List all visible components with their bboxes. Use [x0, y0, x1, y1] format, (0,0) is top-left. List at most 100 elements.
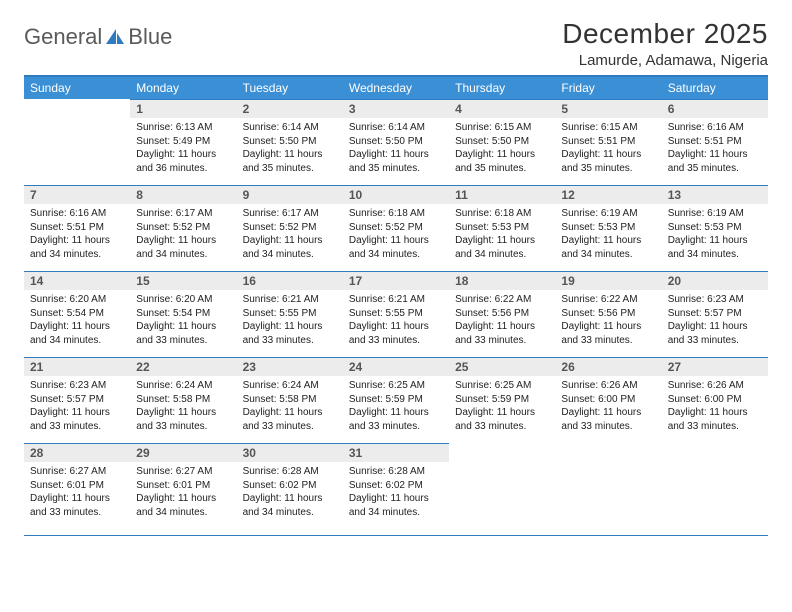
sunset-text: Sunset: 5:55 PM — [349, 307, 443, 321]
sunset-text: Sunset: 5:51 PM — [668, 135, 762, 149]
sunrise-text: Sunrise: 6:25 AM — [349, 379, 443, 393]
sunrise-text: Sunrise: 6:25 AM — [455, 379, 549, 393]
sunrise-text: Sunrise: 6:13 AM — [136, 121, 230, 135]
sunrise-text: Sunrise: 6:22 AM — [455, 293, 549, 307]
day-details: Sunrise: 6:23 AMSunset: 5:57 PMDaylight:… — [662, 290, 768, 351]
day-details: Sunrise: 6:18 AMSunset: 5:53 PMDaylight:… — [449, 204, 555, 265]
day-details: Sunrise: 6:17 AMSunset: 5:52 PMDaylight:… — [130, 204, 236, 265]
sunset-text: Sunset: 6:00 PM — [561, 393, 655, 407]
daylight-text: Daylight: 11 hours — [561, 148, 655, 162]
day-number: 5 — [555, 99, 661, 118]
calendar-cell: 4Sunrise: 6:15 AMSunset: 5:50 PMDaylight… — [449, 99, 555, 185]
day-number: 19 — [555, 271, 661, 290]
sunrise-text: Sunrise: 6:26 AM — [668, 379, 762, 393]
daylight-text: and 33 minutes. — [136, 420, 230, 434]
calendar-cell — [449, 443, 555, 535]
sunset-text: Sunset: 5:58 PM — [136, 393, 230, 407]
daylight-text: Daylight: 11 hours — [136, 234, 230, 248]
day-number: 6 — [662, 99, 768, 118]
sunrise-text: Sunrise: 6:20 AM — [30, 293, 124, 307]
calendar-cell: 14Sunrise: 6:20 AMSunset: 5:54 PMDayligh… — [24, 271, 130, 357]
daylight-text: and 35 minutes. — [561, 162, 655, 176]
calendar-cell: 19Sunrise: 6:22 AMSunset: 5:56 PMDayligh… — [555, 271, 661, 357]
location-text: Lamurde, Adamawa, Nigeria — [562, 52, 768, 69]
weekday-header-row: Sunday Monday Tuesday Wednesday Thursday… — [24, 76, 768, 99]
calendar-week-row: 1Sunrise: 6:13 AMSunset: 5:49 PMDaylight… — [24, 99, 768, 185]
daylight-text: Daylight: 11 hours — [349, 148, 443, 162]
daylight-text: and 33 minutes. — [136, 334, 230, 348]
sunrise-text: Sunrise: 6:14 AM — [349, 121, 443, 135]
day-details: Sunrise: 6:16 AMSunset: 5:51 PMDaylight:… — [24, 204, 130, 265]
calendar-cell: 10Sunrise: 6:18 AMSunset: 5:52 PMDayligh… — [343, 185, 449, 271]
sunset-text: Sunset: 5:57 PM — [668, 307, 762, 321]
day-details: Sunrise: 6:14 AMSunset: 5:50 PMDaylight:… — [343, 118, 449, 179]
sunrise-text: Sunrise: 6:14 AM — [243, 121, 337, 135]
daylight-text: and 34 minutes. — [561, 248, 655, 262]
daylight-text: and 33 minutes. — [455, 334, 549, 348]
daylight-text: Daylight: 11 hours — [455, 320, 549, 334]
weekday-header: Tuesday — [237, 76, 343, 99]
daylight-text: and 34 minutes. — [30, 334, 124, 348]
day-details: Sunrise: 6:15 AMSunset: 5:51 PMDaylight:… — [555, 118, 661, 179]
daylight-text: and 33 minutes. — [30, 506, 124, 520]
day-number: 18 — [449, 271, 555, 290]
day-number: 10 — [343, 185, 449, 204]
daylight-text: Daylight: 11 hours — [561, 234, 655, 248]
daylight-text: Daylight: 11 hours — [243, 234, 337, 248]
sail-icon — [104, 27, 126, 47]
calendar-cell: 25Sunrise: 6:25 AMSunset: 5:59 PMDayligh… — [449, 357, 555, 443]
day-number: 9 — [237, 185, 343, 204]
daylight-text: Daylight: 11 hours — [455, 406, 549, 420]
day-number: 27 — [662, 357, 768, 376]
sunrise-text: Sunrise: 6:19 AM — [561, 207, 655, 221]
day-details: Sunrise: 6:25 AMSunset: 5:59 PMDaylight:… — [449, 376, 555, 437]
sunset-text: Sunset: 5:51 PM — [561, 135, 655, 149]
day-details: Sunrise: 6:22 AMSunset: 5:56 PMDaylight:… — [555, 290, 661, 351]
calendar-week-row: 7Sunrise: 6:16 AMSunset: 5:51 PMDaylight… — [24, 185, 768, 271]
sunset-text: Sunset: 5:52 PM — [136, 221, 230, 235]
page-title: December 2025 — [562, 18, 768, 50]
sunrise-text: Sunrise: 6:16 AM — [30, 207, 124, 221]
daylight-text: and 34 minutes. — [136, 248, 230, 262]
sunrise-text: Sunrise: 6:20 AM — [136, 293, 230, 307]
sunset-text: Sunset: 5:59 PM — [349, 393, 443, 407]
day-number: 12 — [555, 185, 661, 204]
calendar-cell: 24Sunrise: 6:25 AMSunset: 5:59 PMDayligh… — [343, 357, 449, 443]
day-number: 31 — [343, 443, 449, 462]
day-number: 1 — [130, 99, 236, 118]
daylight-text: and 35 minutes. — [349, 162, 443, 176]
sunrise-text: Sunrise: 6:18 AM — [349, 207, 443, 221]
sunrise-text: Sunrise: 6:27 AM — [136, 465, 230, 479]
daylight-text: and 33 minutes. — [30, 420, 124, 434]
calendar-cell: 11Sunrise: 6:18 AMSunset: 5:53 PMDayligh… — [449, 185, 555, 271]
day-details: Sunrise: 6:15 AMSunset: 5:50 PMDaylight:… — [449, 118, 555, 179]
weekday-header: Saturday — [662, 76, 768, 99]
sunset-text: Sunset: 5:53 PM — [455, 221, 549, 235]
daylight-text: Daylight: 11 hours — [561, 406, 655, 420]
sunrise-text: Sunrise: 6:21 AM — [243, 293, 337, 307]
daylight-text: and 33 minutes. — [349, 420, 443, 434]
daylight-text: and 34 minutes. — [455, 248, 549, 262]
calendar-cell: 23Sunrise: 6:24 AMSunset: 5:58 PMDayligh… — [237, 357, 343, 443]
calendar-cell: 13Sunrise: 6:19 AMSunset: 5:53 PMDayligh… — [662, 185, 768, 271]
sunrise-text: Sunrise: 6:23 AM — [668, 293, 762, 307]
daylight-text: Daylight: 11 hours — [668, 320, 762, 334]
calendar-week-row: 14Sunrise: 6:20 AMSunset: 5:54 PMDayligh… — [24, 271, 768, 357]
calendar-cell: 6Sunrise: 6:16 AMSunset: 5:51 PMDaylight… — [662, 99, 768, 185]
day-number: 30 — [237, 443, 343, 462]
sunrise-text: Sunrise: 6:18 AM — [455, 207, 549, 221]
weekday-header: Wednesday — [343, 76, 449, 99]
daylight-text: and 33 minutes. — [561, 334, 655, 348]
day-number: 21 — [24, 357, 130, 376]
daylight-text: Daylight: 11 hours — [136, 320, 230, 334]
day-details: Sunrise: 6:26 AMSunset: 6:00 PMDaylight:… — [662, 376, 768, 437]
weekday-header: Thursday — [449, 76, 555, 99]
daylight-text: Daylight: 11 hours — [30, 320, 124, 334]
calendar-cell: 17Sunrise: 6:21 AMSunset: 5:55 PMDayligh… — [343, 271, 449, 357]
calendar-cell: 2Sunrise: 6:14 AMSunset: 5:50 PMDaylight… — [237, 99, 343, 185]
brand-logo: General Blue — [24, 18, 172, 50]
calendar-cell: 26Sunrise: 6:26 AMSunset: 6:00 PMDayligh… — [555, 357, 661, 443]
sunset-text: Sunset: 5:52 PM — [349, 221, 443, 235]
sunrise-text: Sunrise: 6:28 AM — [243, 465, 337, 479]
sunset-text: Sunset: 5:50 PM — [243, 135, 337, 149]
